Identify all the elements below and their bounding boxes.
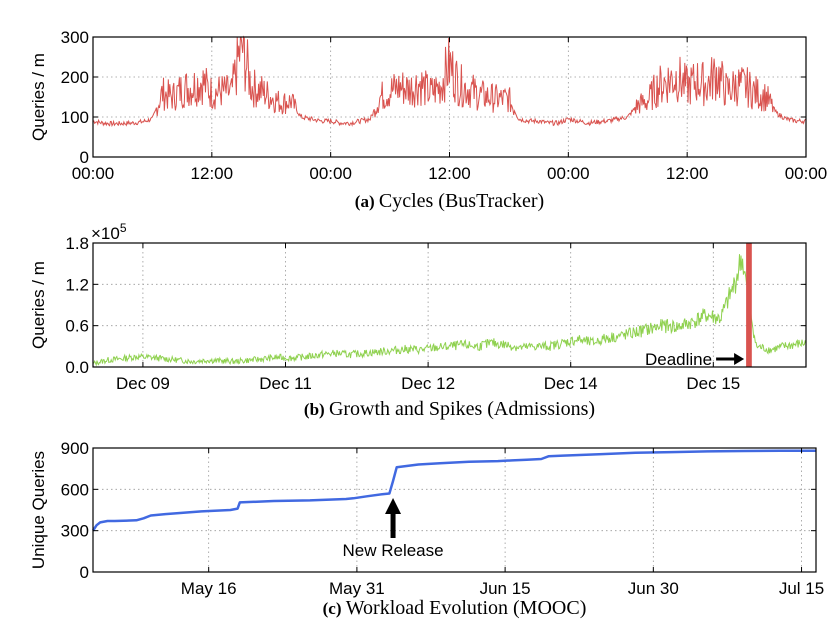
panel-growth-spikes: 0.0 0.6 1.2 1.8 Dec 09 Dec 11 Dec 12 Dec 14 Dec …	[29, 221, 807, 420]
x-tick-label: Dec 12	[401, 374, 455, 393]
plot-frame	[92, 447, 817, 573]
x-tick-label: Jul 15	[779, 579, 824, 598]
y-tick-label: 600	[61, 480, 89, 499]
panel-caption: (a) Cycles (BusTracker)	[355, 190, 544, 212]
x-tick-label: 00:00	[785, 164, 828, 183]
panel-caption: (c) Workload Evolution (MOOC)	[323, 597, 587, 619]
release-annotation: New Release	[342, 541, 443, 560]
series-line	[92, 254, 807, 367]
y-tick-label: 300	[61, 28, 89, 47]
panel-cycles: 0 100 200 300 00:00 12:00 00:00 12:00 00:00 12:00…	[29, 28, 827, 212]
release-arrowhead	[385, 498, 402, 514]
x-tick-label: 00:00	[72, 164, 115, 183]
x-tick-label: 12:00	[666, 164, 709, 183]
y-tick-label: 0.0	[65, 358, 89, 377]
x-tick-label: 00:00	[309, 164, 352, 183]
panel-workload-evolution: 0 300 600 900 May 16 May 31 Jun 15 Jun 30 Jul 15…	[29, 439, 824, 619]
panel-caption: (b) Growth and Spikes (Admissions)	[304, 398, 595, 420]
series-line	[92, 35, 807, 128]
x-tick-label: May 16	[181, 579, 237, 598]
y-tick-label: 0	[80, 563, 89, 582]
deadline-annotation: Deadline	[645, 350, 712, 369]
y-multiplier: ×105	[91, 221, 127, 243]
y-axis-label: Queries / m	[29, 261, 48, 349]
y-tick-label: 0	[80, 148, 89, 167]
y-tick-label: 1.2	[65, 275, 89, 294]
x-tick-label: Jun 15	[480, 579, 531, 598]
x-tick-label: Jun 30	[628, 579, 679, 598]
plot-frame	[92, 242, 807, 368]
y-tick-label: 900	[61, 439, 89, 458]
x-tick-label: 12:00	[191, 164, 234, 183]
deadline-spike	[746, 243, 752, 367]
y-tick-label: 0.6	[65, 317, 89, 336]
y-axis-label: Unique Queries	[29, 451, 48, 569]
y-tick-label: 100	[61, 108, 89, 127]
x-tick-label: Dec 11	[259, 374, 312, 393]
deadline-arrowhead	[734, 353, 745, 365]
y-tick-label: 1.8	[65, 234, 89, 253]
x-tick-label: May 31	[329, 579, 385, 598]
x-tick-label: 00:00	[547, 164, 590, 183]
x-tick-label: Dec 15	[686, 374, 740, 393]
x-tick-label: 12:00	[428, 164, 471, 183]
y-tick-label: 200	[61, 68, 89, 87]
x-tick-label: Dec 09	[116, 374, 170, 393]
y-axis-label: Queries / m	[29, 53, 48, 141]
y-tick-label: 300	[61, 522, 89, 541]
series-line	[91, 449, 816, 532]
x-tick-label: Dec 14	[544, 374, 598, 393]
